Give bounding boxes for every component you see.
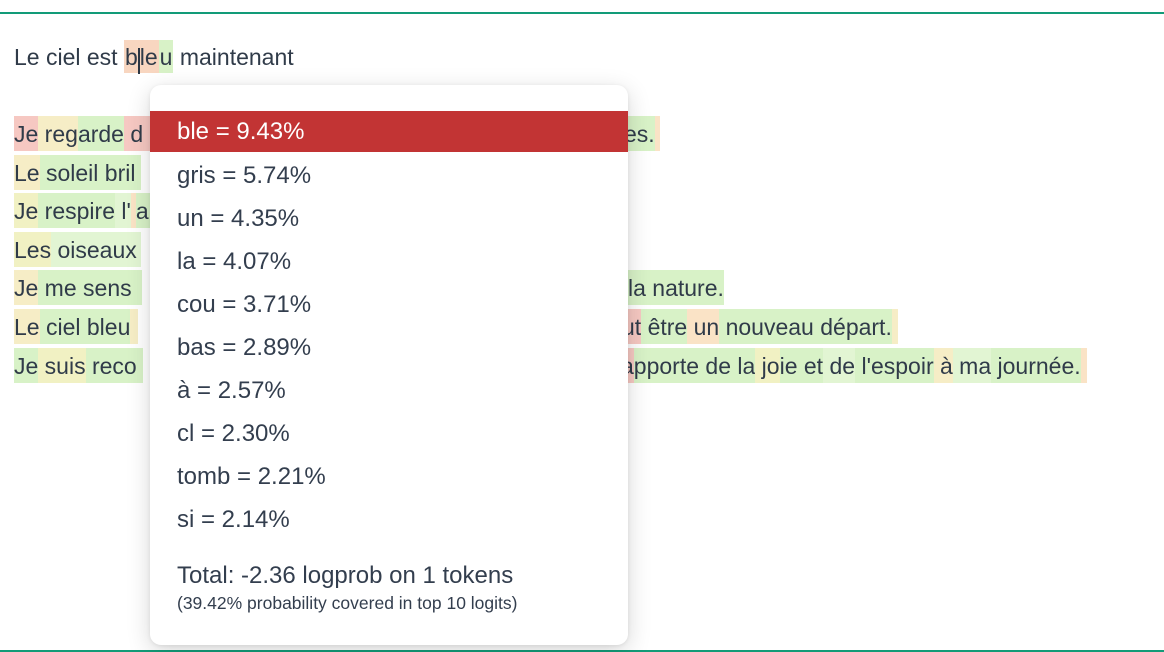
logit-row: la = 4.07%: [177, 248, 292, 275]
token[interactable]: a: [135, 193, 153, 229]
token-line: Je regarde d es.: [14, 115, 1150, 154]
token-line: Le soleil bril: [14, 154, 1150, 193]
token[interactable]: Je: [14, 270, 39, 306]
logit-row-selected: ble = 9.43%: [150, 111, 628, 152]
token[interactable]: arde: [77, 116, 124, 151]
token-line-right-fragment: ut être un nouveau départ.: [622, 308, 898, 347]
token[interactable]: soleil: [39, 154, 99, 190]
logprob-coverage: (39.42% probability covered in top 10 lo…: [177, 593, 518, 613]
token[interactable]: Je: [14, 116, 39, 151]
token[interactable]: oiseaux: [51, 231, 141, 267]
token-line-right-fragment: apporte de la joie et de l'espoir à ma j…: [621, 347, 1087, 386]
token-ble[interactable]: ble: [123, 40, 159, 74]
token[interactable]: jo: [755, 347, 780, 383]
token[interactable]: [891, 308, 898, 344]
token[interactable]: ie: [779, 347, 798, 383]
logit-row: tomb = 2.21%: [177, 463, 326, 490]
bottom-divider: [0, 650, 1164, 652]
token-line: Je me sens la nature.: [14, 269, 1150, 308]
token[interactable]: nouveau: [719, 308, 814, 344]
token[interactable]: de: [823, 347, 856, 383]
prompt-line[interactable]: Le ciel est bleu maintenant: [14, 40, 1150, 74]
token[interactable]: être: [641, 308, 688, 344]
token[interactable]: Je: [14, 193, 39, 229]
token[interactable]: départ.: [813, 308, 892, 344]
token[interactable]: reco: [85, 347, 143, 383]
token[interactable]: la: [628, 270, 646, 306]
logit-row: cou = 3.71%: [177, 291, 312, 318]
logit-rows: ble = 9.43% gris = 5.74% un = 4.35% la = 4.…: [150, 111, 628, 541]
logit-row: cl = 2.30%: [177, 420, 290, 447]
token[interactable]: reg: [38, 116, 78, 151]
logit-row: bas = 2.89%: [177, 334, 312, 361]
token[interactable]: respire: [38, 193, 115, 229]
token[interactable]: [130, 193, 136, 229]
logprob-popup: ble = 9.43% gris = 5.74% un = 4.35% la = 4.…: [150, 85, 628, 645]
token-line: Je suis reco apporte de la joie et de l'e…: [14, 347, 1150, 386]
token[interactable]: sens: [76, 270, 132, 306]
token-line-right-fragment: la nature.: [628, 269, 724, 308]
logprob-editor[interactable]: Le ciel est bleu maintenant Je regarde d…: [0, 14, 1164, 385]
token[interactable]: la: [731, 347, 756, 383]
token[interactable]: bleu: [80, 308, 131, 344]
logprob-total: Total: -2.36 logprob on 1 tokens: [177, 562, 514, 589]
token-line: Les oiseaux: [14, 231, 1150, 270]
token-line-right-fragment: es.: [624, 115, 660, 154]
logit-row: gris = 5.74%: [177, 162, 312, 189]
prompt-text-before: Le ciel est: [14, 44, 124, 70]
token[interactable]: [1080, 347, 1087, 383]
token[interactable]: de: [699, 347, 731, 383]
token[interactable]: [131, 270, 142, 306]
token[interactable]: pporte: [633, 347, 700, 383]
token[interactable]: Je: [14, 347, 39, 383]
token[interactable]: ciel: [39, 308, 81, 344]
token[interactable]: ma: [952, 347, 992, 383]
token[interactable]: journée.: [991, 347, 1081, 383]
logit-row: si = 2.14%: [177, 506, 290, 533]
token-line: Je respire l' a: [14, 192, 1150, 231]
token[interactable]: me: [38, 270, 77, 306]
token-ble-pre-caret: b: [124, 44, 138, 70]
token[interactable]: suis: [38, 347, 86, 383]
token[interactable]: [654, 116, 660, 151]
token-line: Le ciel bleu ut être un nouveau départ.: [14, 308, 1150, 347]
token[interactable]: à: [933, 347, 953, 383]
token[interactable]: bril: [98, 154, 142, 190]
token[interactable]: l': [115, 193, 131, 229]
highlighted-token-paragraph: Je regarde d es. Le soleil bril Je respire …: [14, 115, 1150, 385]
token[interactable]: es.: [624, 116, 655, 151]
token[interactable]: l'espoir: [855, 347, 934, 383]
text-caret: [137, 48, 140, 74]
token[interactable]: nature.: [645, 270, 724, 306]
token-ble-post-caret: le: [139, 44, 158, 70]
token[interactable]: [130, 308, 139, 344]
token[interactable]: un: [687, 308, 720, 344]
token[interactable]: et: [797, 347, 824, 383]
top-divider: [0, 12, 1164, 14]
popup-footer: Total: -2.36 logprob on 1 tokens (39.42%…: [150, 541, 628, 616]
logit-row: un = 4.35%: [177, 205, 300, 232]
logit-row: à = 2.57%: [177, 377, 286, 404]
token-u[interactable]: u: [158, 40, 174, 73]
token[interactable]: Les: [14, 231, 52, 267]
token[interactable]: Le: [14, 308, 40, 344]
token[interactable]: d: [123, 116, 154, 151]
token[interactable]: Le: [14, 154, 40, 190]
prompt-text-after: maintenant: [173, 44, 294, 70]
